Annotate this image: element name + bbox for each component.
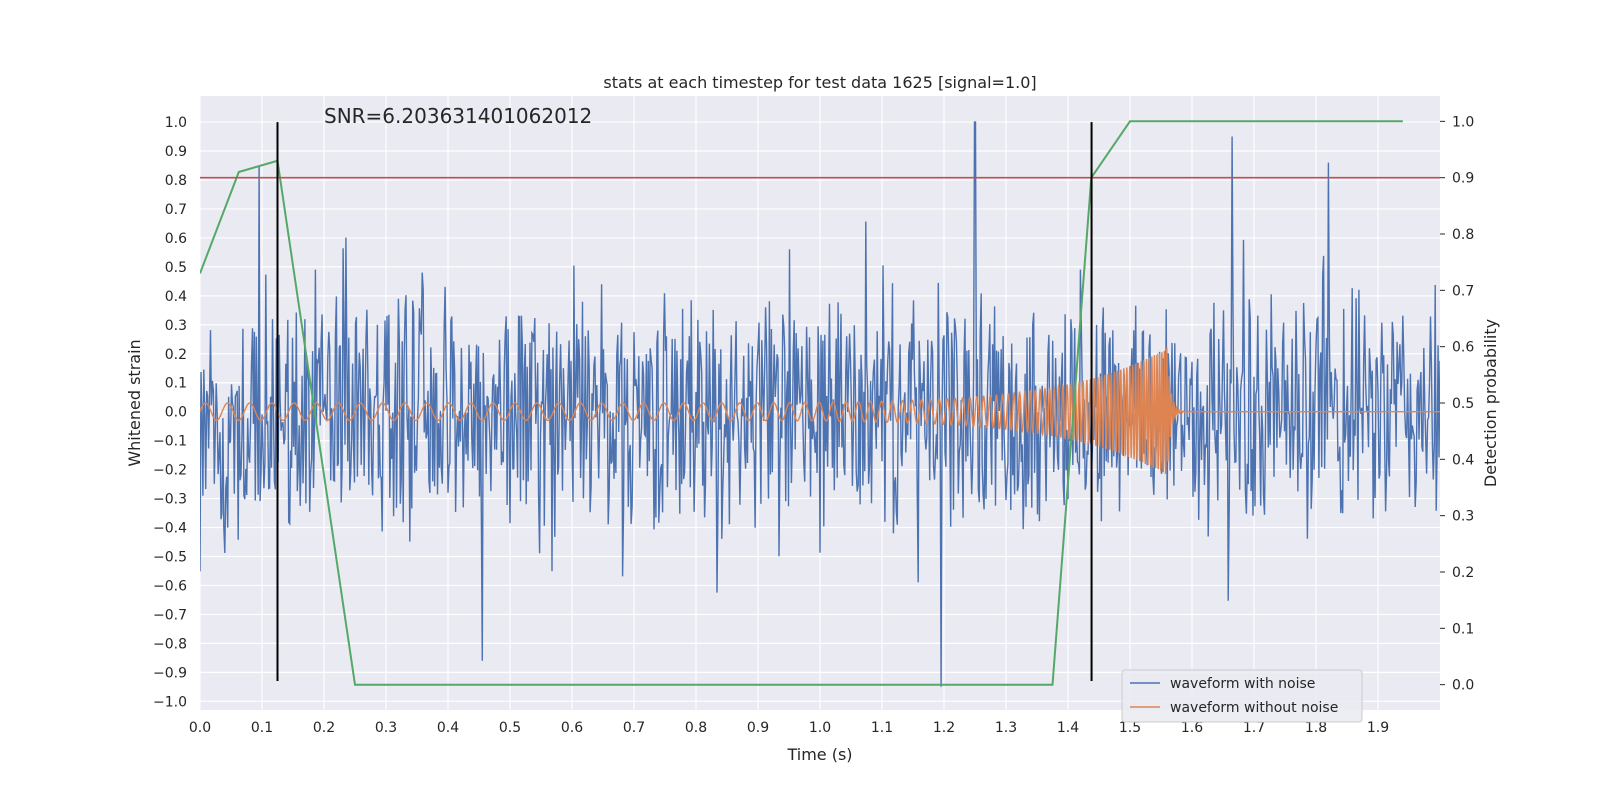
y-left-tick-label: −0.7 <box>153 607 187 623</box>
y-left-tick-label: 0.7 <box>165 202 187 218</box>
y-right-tick-label: 0.7 <box>1452 283 1474 299</box>
y-left-tick-label: −0.6 <box>153 578 187 594</box>
y-left-tick-label: −0.4 <box>153 521 187 537</box>
y-left-tick-label: 0.5 <box>165 260 187 276</box>
x-tick-label: 0.9 <box>747 720 769 736</box>
y-right-tick-label: 0.4 <box>1452 452 1474 468</box>
y-left-tick-label: 0.8 <box>165 173 187 189</box>
legend-label-noise: waveform with noise <box>1170 676 1315 692</box>
y-right-tick-label: 0.5 <box>1452 396 1474 412</box>
x-tick-label: 1.6 <box>1181 720 1203 736</box>
y-right-tick-label: 0.9 <box>1452 171 1474 187</box>
x-tick-label: 0.5 <box>499 720 521 736</box>
x-tick-label: 0.2 <box>313 720 335 736</box>
x-axis: 0.0 0.1 0.2 0.3 0.4 0.5 0.6 0.7 0.8 0.9 1.0 1.1 1.2 1… <box>189 720 1389 736</box>
legend-box <box>1121 669 1363 723</box>
x-tick-label: 1.2 <box>933 720 955 736</box>
y-left-tick-label: 0.1 <box>165 376 187 392</box>
x-axis-label: Time (s) <box>786 745 852 764</box>
legend: waveform with noise waveform without noi… <box>1121 669 1363 723</box>
y-left-tick-label: −1.0 <box>153 694 187 710</box>
y-left-tick-label: −0.9 <box>153 665 187 681</box>
legend-label-clean: waveform without noise <box>1170 700 1338 716</box>
y-right-tick-label: 1.0 <box>1452 114 1474 130</box>
y-left-tick-label: −0.3 <box>153 492 187 508</box>
x-tick-label: 1.5 <box>1119 720 1141 736</box>
series-detection-probability <box>200 120 1403 686</box>
y-left-tick-label: 0.9 <box>165 144 187 160</box>
y-left-tick-label: 0.2 <box>165 347 187 363</box>
x-tick-label: 0.1 <box>251 720 273 736</box>
y-axis-right-label: Detection probability <box>1481 319 1500 487</box>
x-tick-label: 1.0 <box>809 720 831 736</box>
snr-annotation: SNR=6.203631401062012 <box>324 104 592 128</box>
x-tick-label: 0.4 <box>437 720 459 736</box>
chart-title: stats at each timestep for test data 162… <box>603 73 1036 92</box>
y-left-tick-label: −0.1 <box>153 434 187 450</box>
y-right-tick-label: 0.0 <box>1452 678 1474 694</box>
y-axis-left-label: Whitened strain <box>125 339 144 466</box>
y-right-tick-label: 0.1 <box>1452 621 1474 637</box>
y-right-tick-label: 0.2 <box>1452 565 1474 581</box>
y-right-tick-label: 0.6 <box>1452 340 1474 356</box>
y-left-tick-label: −0.5 <box>153 550 187 566</box>
x-tick-label: 0.8 <box>685 720 707 736</box>
x-tick-label: 1.4 <box>1057 720 1079 736</box>
x-tick-label: 1.9 <box>1367 720 1389 736</box>
x-tick-label: 1.1 <box>871 720 893 736</box>
series-waveform-without-noise <box>200 348 1440 475</box>
x-tick-label: 1.7 <box>1243 720 1265 736</box>
y-right-tick-label: 0.8 <box>1452 227 1474 243</box>
x-tick-label: 0.7 <box>623 720 645 736</box>
x-tick-label: 0.6 <box>561 720 583 736</box>
x-tick-label: 1.3 <box>995 720 1017 736</box>
series-layer <box>200 120 1440 687</box>
y-right-tick-label: 0.3 <box>1452 509 1474 525</box>
y-left-tick-label: 0.4 <box>165 289 187 305</box>
y-left-tick-label: −0.8 <box>153 636 187 652</box>
y-axis-left: 1.0 0.9 0.8 0.7 0.6 0.5 0.4 0.3 0.2 0.1 0.0 −0.1 −0.… <box>153 115 187 710</box>
series-waveform-with-noise <box>200 121 1440 687</box>
y-left-tick-label: 0.6 <box>165 231 187 247</box>
x-tick-label: 0.3 <box>375 720 397 736</box>
y-left-tick-label: 0.3 <box>165 318 187 334</box>
y-left-tick-label: −0.2 <box>153 463 187 479</box>
y-left-tick-label: 0.0 <box>165 405 187 421</box>
x-tick-label: 1.8 <box>1305 720 1327 736</box>
x-tick-label: 0.0 <box>189 720 211 736</box>
y-left-tick-label: 1.0 <box>165 115 187 131</box>
y-axis-right: 1.0 0.9 0.8 0.7 0.6 0.5 0.4 0.3 0.2 0.1 0.0 <box>1440 114 1474 694</box>
